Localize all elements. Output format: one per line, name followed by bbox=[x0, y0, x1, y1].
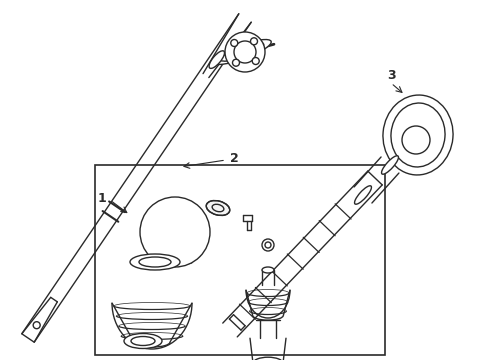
Text: 2: 2 bbox=[229, 152, 238, 165]
Ellipse shape bbox=[220, 43, 263, 61]
Ellipse shape bbox=[206, 201, 229, 215]
Circle shape bbox=[232, 59, 239, 66]
Circle shape bbox=[250, 38, 257, 45]
Circle shape bbox=[33, 322, 40, 329]
Ellipse shape bbox=[262, 267, 273, 273]
Ellipse shape bbox=[212, 40, 271, 64]
Circle shape bbox=[234, 41, 256, 63]
Text: 3: 3 bbox=[386, 68, 394, 81]
Circle shape bbox=[262, 239, 273, 251]
Ellipse shape bbox=[354, 186, 371, 204]
Ellipse shape bbox=[124, 333, 162, 348]
Ellipse shape bbox=[209, 51, 224, 68]
Ellipse shape bbox=[139, 257, 171, 267]
Circle shape bbox=[401, 126, 429, 154]
Ellipse shape bbox=[382, 95, 452, 175]
Circle shape bbox=[230, 40, 237, 46]
Circle shape bbox=[140, 197, 209, 267]
Circle shape bbox=[252, 58, 259, 64]
Circle shape bbox=[264, 242, 270, 248]
Ellipse shape bbox=[130, 254, 180, 270]
Ellipse shape bbox=[381, 156, 398, 174]
Bar bbox=[95, 165, 384, 355]
Ellipse shape bbox=[131, 337, 155, 346]
Text: 1: 1 bbox=[98, 192, 106, 204]
Circle shape bbox=[224, 32, 264, 72]
Ellipse shape bbox=[390, 103, 444, 167]
